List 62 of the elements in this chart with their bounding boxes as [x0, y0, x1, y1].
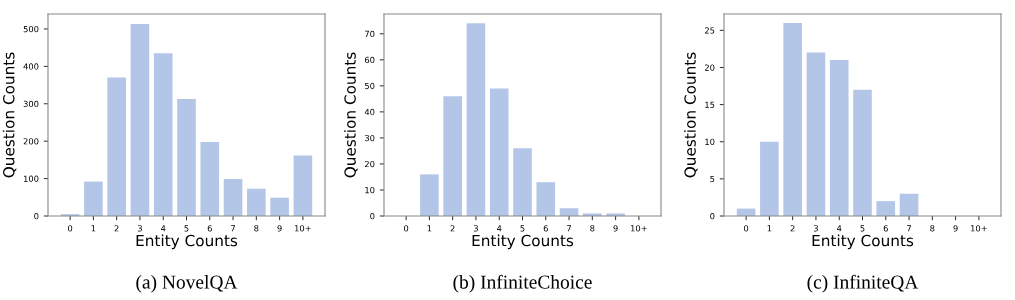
x-axis-title: Entity Counts [136, 234, 238, 250]
x-tick-label: 5 [520, 225, 525, 232]
text: (a) NovelQA [136, 274, 238, 293]
x-tick-label: 10+ [971, 225, 987, 232]
x-tick-label: 8 [590, 225, 595, 232]
y-tick-label: 15 [705, 101, 715, 108]
y-tick-label: 20 [364, 160, 375, 168]
y-tick-label: 10 [365, 186, 375, 194]
y-axis-title: Question Counts [684, 52, 698, 178]
x-tick-label: 4 [836, 225, 842, 232]
x-tick-label: 3 [137, 225, 142, 232]
y-axis-title: Question Counts [2, 52, 17, 178]
text: (c) InfiniteQA [807, 274, 919, 293]
x-tick-label: 7 [567, 225, 571, 232]
y-tick-label: 300 [23, 100, 39, 108]
x-tick-label: 10+ [295, 225, 311, 232]
text: (b) InfiniteChoice [453, 274, 592, 293]
y-tick-label: 40 [364, 108, 375, 116]
x-tick-label: 9 [953, 225, 958, 232]
y-tick-label: 0 [34, 212, 39, 220]
y-tick-label: 20 [704, 64, 715, 71]
y-tick-label: 60 [364, 56, 375, 64]
y-tick-label: 25 [704, 27, 715, 34]
y-tick-label: 5 [710, 175, 715, 183]
x-tick-label: 6 [543, 225, 548, 232]
y-tick-label: 70 [365, 30, 375, 38]
x-tick-label: 9 [277, 225, 282, 232]
x-tick-label: 6 [207, 225, 212, 232]
y-tick-label: 30 [365, 134, 375, 142]
x-tick-label: 4 [496, 225, 502, 232]
x-tick-label: 1 [767, 225, 772, 232]
x-tick-label: 1 [427, 225, 432, 232]
y-tick-label: 100 [23, 175, 39, 182]
x-tick-label: 8 [930, 225, 935, 232]
x-tick-label: 0 [404, 225, 409, 232]
y-tick-label: 500 [23, 25, 39, 33]
x-tick-label: 5 [860, 225, 865, 232]
x-tick-label: 9 [613, 225, 618, 232]
x-tick-label: 3 [813, 225, 818, 232]
x-tick-label: 0 [744, 225, 749, 232]
x-axis-title: Entity Counts [472, 234, 574, 250]
x-tick-label: 2 [790, 225, 795, 232]
x-tick-label: 7 [231, 225, 235, 232]
y-tick-label: 10 [705, 138, 715, 146]
x-tick-label: 0 [68, 225, 73, 232]
x-tick-label: 2 [450, 225, 455, 232]
y-tick-label: 0 [710, 212, 715, 220]
y-tick-label: 50 [365, 82, 375, 90]
x-tick-label: 8 [254, 225, 259, 232]
y-tick-label: 0 [370, 212, 375, 220]
y-tick-label: 200 [23, 138, 39, 145]
x-tick-label: 2 [114, 225, 119, 232]
x-tick-label: 10+ [631, 225, 647, 232]
x-axis-title: Entity Counts [812, 234, 914, 250]
x-tick-label: 3 [473, 225, 478, 232]
x-tick-label: 5 [184, 225, 189, 232]
x-tick-label: 1 [91, 225, 96, 232]
x-tick-label: 4 [160, 225, 166, 232]
x-tick-label: 6 [883, 225, 888, 232]
y-tick-label: 400 [23, 63, 39, 70]
y-axis-title: Question Counts [344, 52, 358, 178]
x-tick-label: 7 [907, 225, 911, 232]
